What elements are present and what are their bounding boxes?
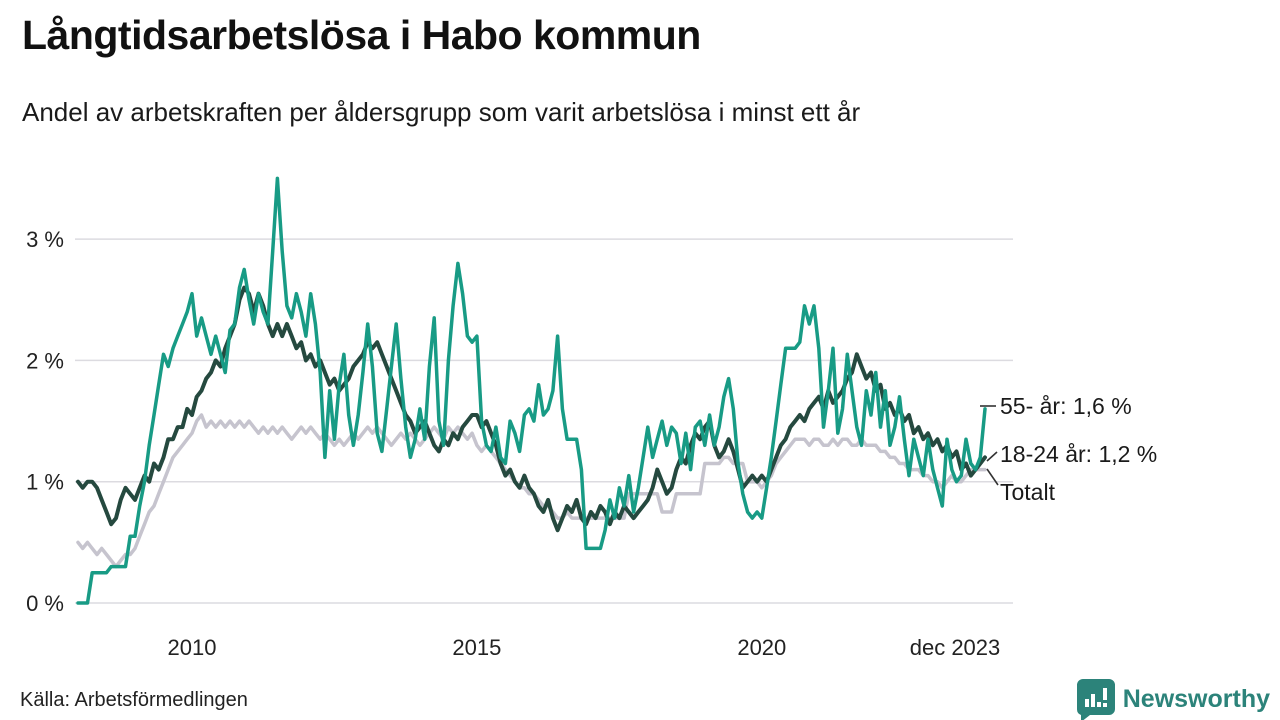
leader-18-24: [986, 451, 998, 462]
y-tick-label: 0 %: [26, 591, 64, 616]
series-line-18-24-r: [76, 285, 987, 533]
series-end-label-18-24: 18-24 år: 1,2 %: [1000, 441, 1158, 467]
series-line-55-r: [76, 176, 987, 605]
y-tick-label: 2 %: [26, 348, 64, 373]
x-tick-label: dec 2023: [910, 635, 1001, 660]
leader-totalt: [986, 468, 999, 486]
page-subtitle: Andel av arbetskraften per åldersgrupp s…: [22, 97, 861, 127]
series-end-label-55: 55- år: 1,6 %: [1000, 393, 1132, 419]
y-tick-label: 1 %: [26, 470, 64, 495]
x-tick-label: 2020: [737, 635, 786, 660]
x-tick-label: 2015: [452, 635, 501, 660]
source-note: Källa: Arbetsförmedlingen: [20, 689, 248, 711]
newsworthy-bubble-icon: [1076, 679, 1115, 720]
newsworthy-logo: Newsworthy: [1076, 678, 1270, 720]
page-title: Långtidsarbetslösa i Habo kommun: [22, 12, 701, 58]
newsworthy-logo-text: Newsworthy: [1122, 684, 1270, 713]
series-end-label-totalt: Totalt: [1000, 479, 1055, 505]
y-tick-label: 3 %: [26, 227, 64, 252]
x-tick-label: 2010: [167, 635, 216, 660]
